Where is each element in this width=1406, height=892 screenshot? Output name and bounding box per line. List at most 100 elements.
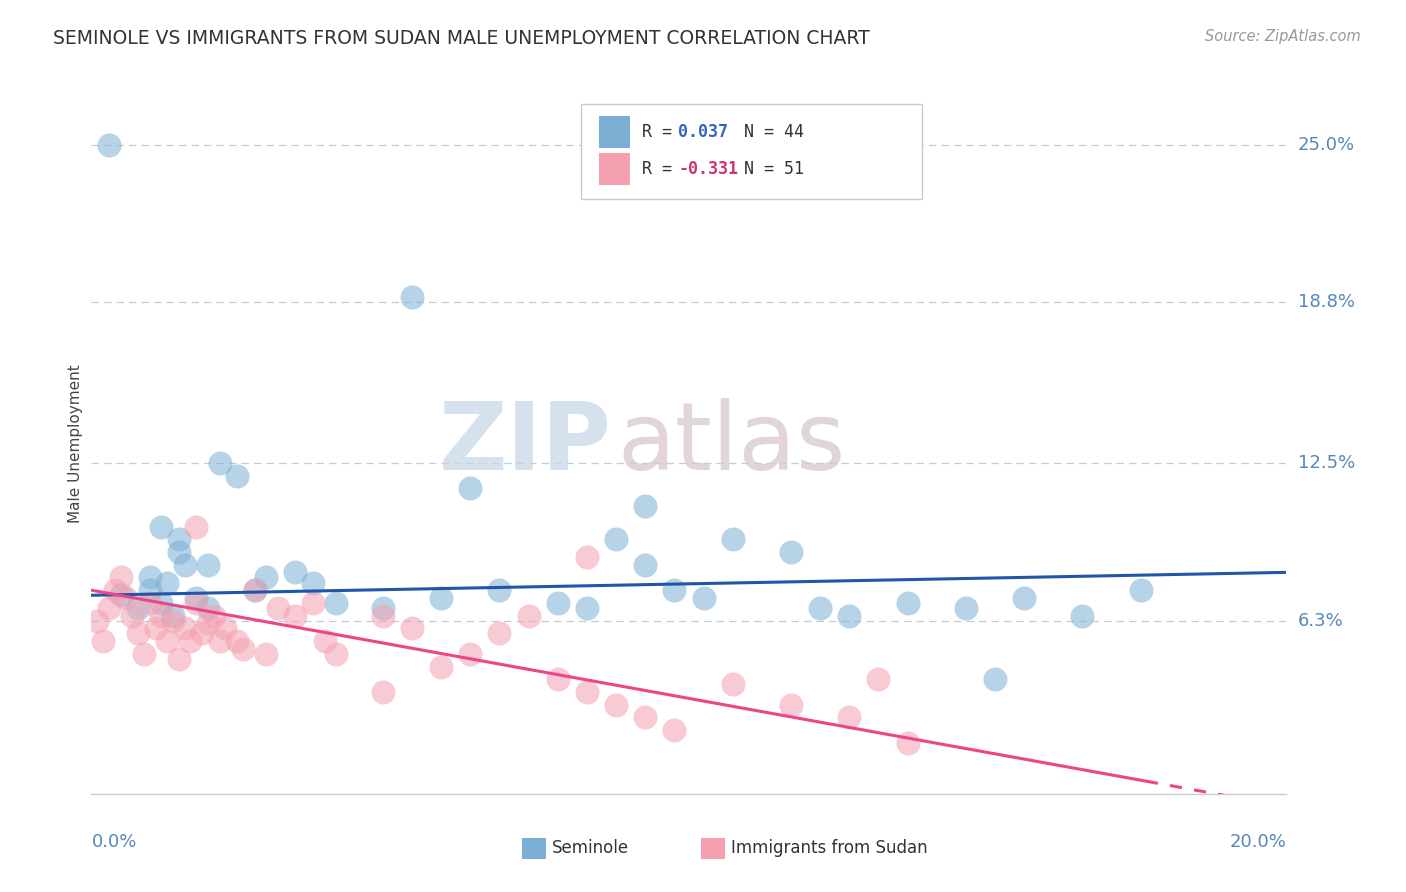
Point [243, 583, 266, 598]
Point [605, 533, 627, 547]
Point [186, 519, 208, 533]
Text: 18.8%: 18.8% [1298, 293, 1354, 311]
FancyBboxPatch shape [582, 104, 922, 199]
Point [302, 575, 325, 590]
Point [1012, 591, 1035, 605]
Point [488, 626, 510, 640]
Text: N = 44: N = 44 [744, 123, 804, 141]
Point [214, 621, 236, 635]
Text: Source: ZipAtlas.com: Source: ZipAtlas.com [1205, 29, 1361, 45]
Point [197, 601, 219, 615]
Text: 12.5%: 12.5% [1298, 454, 1355, 472]
Point [186, 596, 208, 610]
Point [167, 652, 190, 666]
Point [191, 626, 214, 640]
Point [86, 614, 108, 628]
Point [115, 591, 138, 605]
Point [547, 673, 569, 687]
Point [179, 634, 201, 648]
Point [138, 583, 160, 598]
Text: -0.331: -0.331 [678, 160, 738, 178]
Point [664, 583, 686, 598]
Point [780, 698, 803, 712]
Text: R =: R = [643, 123, 682, 141]
Point [167, 533, 190, 547]
Point [808, 601, 831, 615]
Point [868, 673, 890, 687]
Point [267, 601, 290, 615]
Point [110, 570, 132, 584]
Point [138, 596, 160, 610]
Point [208, 634, 231, 648]
Point [780, 545, 803, 559]
Text: 25.0%: 25.0% [1298, 136, 1355, 153]
Point [955, 601, 977, 615]
Point [692, 591, 714, 605]
Point [401, 621, 423, 635]
Point [896, 596, 918, 610]
Point [284, 608, 307, 623]
Point [430, 591, 453, 605]
Y-axis label: Male Unemployment: Male Unemployment [67, 365, 83, 523]
Point [371, 601, 394, 615]
Point [150, 596, 173, 610]
Point [127, 626, 149, 640]
Point [186, 591, 208, 605]
Point [150, 608, 173, 623]
Point [634, 558, 657, 572]
Point [430, 659, 453, 673]
Point [838, 710, 860, 724]
Point [460, 481, 482, 495]
Point [232, 641, 254, 656]
Point [138, 570, 160, 584]
Text: ZIP: ZIP [439, 398, 612, 490]
Point [145, 621, 167, 635]
Point [97, 601, 120, 615]
Point [325, 647, 347, 661]
Text: 6.3%: 6.3% [1298, 612, 1343, 630]
Point [634, 710, 657, 724]
Point [371, 685, 394, 699]
Bar [599, 116, 630, 147]
Text: Seminole: Seminole [551, 839, 628, 857]
Text: N = 51: N = 51 [744, 160, 804, 178]
Point [226, 468, 249, 483]
Point [401, 290, 423, 304]
Point [721, 533, 744, 547]
Text: 0.037: 0.037 [678, 123, 728, 141]
Point [984, 673, 1007, 687]
Point [208, 456, 231, 470]
Bar [522, 838, 546, 859]
Point [1071, 608, 1094, 623]
Point [1129, 583, 1152, 598]
Point [173, 621, 195, 635]
Text: Immigrants from Sudan: Immigrants from Sudan [731, 839, 928, 857]
Point [575, 685, 598, 699]
Point [517, 608, 540, 623]
Text: 20.0%: 20.0% [1230, 833, 1286, 851]
Text: atlas: atlas [617, 398, 845, 490]
Point [575, 550, 598, 565]
Point [488, 583, 510, 598]
Point [721, 677, 744, 691]
Point [547, 596, 569, 610]
Point [156, 634, 179, 648]
Point [605, 698, 627, 712]
Point [91, 634, 114, 648]
Point [896, 736, 918, 750]
Point [254, 570, 277, 584]
Point [104, 583, 127, 598]
Point [150, 519, 173, 533]
Point [197, 616, 219, 631]
Point [127, 601, 149, 615]
Point [664, 723, 686, 738]
Bar [599, 153, 630, 185]
Point [314, 634, 336, 648]
Point [284, 566, 307, 580]
Point [156, 575, 179, 590]
Point [460, 647, 482, 661]
Point [302, 596, 325, 610]
Point [838, 608, 860, 623]
Point [162, 608, 184, 623]
Point [97, 137, 120, 152]
